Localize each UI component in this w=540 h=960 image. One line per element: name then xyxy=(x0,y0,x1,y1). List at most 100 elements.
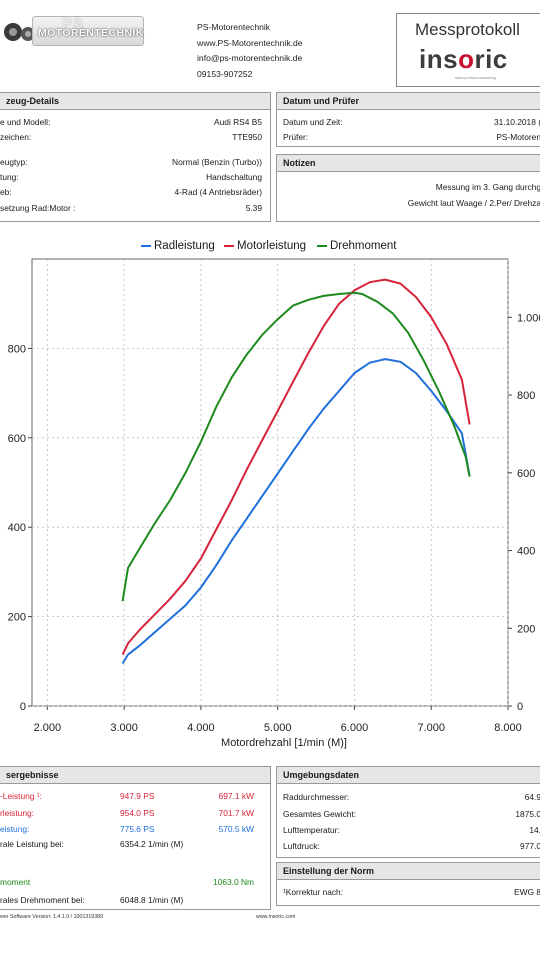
y-left-tick-label: 600 xyxy=(8,433,26,445)
examiner-label: Prüfer: xyxy=(283,132,309,142)
result-label: eistung: xyxy=(0,824,30,834)
series-line-drehmoment xyxy=(121,291,471,602)
result-value-primary: 775.6 PS xyxy=(120,824,155,834)
result-value-secondary: 697.1 kW xyxy=(218,791,254,801)
vehicle-value: 4-Rad (4 Antriebsräder) xyxy=(174,187,262,197)
date-label: Datum und Zeit: xyxy=(283,117,343,127)
env-value: 14. xyxy=(529,825,540,835)
protocol-title: Messprotokoll xyxy=(415,20,520,39)
x-tick-label: 4.000 xyxy=(187,722,215,734)
legend-drehmoment: Drehmoment xyxy=(317,240,396,252)
y-left-tick-label: 400 xyxy=(8,522,26,534)
logo-ps-text: PS xyxy=(62,15,85,32)
notes-line: Gewicht laut Waage / 2.Per/ Drehza xyxy=(407,198,540,208)
legend-swatch xyxy=(141,244,151,247)
x-tick-label: 2.000 xyxy=(34,722,62,734)
env-label: Gesamtes Gewicht: xyxy=(283,809,357,819)
legend-motorleistung: Motorleistung xyxy=(224,240,306,252)
y-right-tick-label: 0 xyxy=(517,701,523,713)
vehicle-label: setzung Rad:Motor : xyxy=(0,203,76,213)
vehicle-value: Handschaltung xyxy=(206,172,262,182)
vehicle-value: Normal (Benzin (Turbo)) xyxy=(172,157,262,167)
result-label: rale Leistung bei: xyxy=(0,839,64,849)
protocol-header: Messprotokoll insoric swiss precision me… xyxy=(396,13,540,87)
x-tick-label: 5.000 xyxy=(264,722,292,734)
company-email: info@ps-motorentechnik.de xyxy=(197,53,303,64)
series-line-radleistung xyxy=(121,358,471,665)
result-value-primary: 947.9 PS xyxy=(120,791,155,801)
brand-pre: ins xyxy=(419,44,459,74)
dyno-chart: 2.000 3.000 4.000 5.000 6.000 7.000 8.000 0 200 4… xyxy=(8,258,540,749)
env-label: Raddurchmesser: xyxy=(283,792,350,802)
result-value-secondary: 570.5 kW xyxy=(218,824,254,834)
y-right-tick-label: 1.000 xyxy=(517,312,540,324)
legend-label: Radleistung xyxy=(154,240,215,252)
result-label: rleistung: xyxy=(0,808,34,818)
y-right-tick-label: 800 xyxy=(517,390,535,402)
y-right-tick-label: 400 xyxy=(517,546,535,558)
legend-label: Drehmoment xyxy=(330,240,397,252)
company-phone: 09153-907252 xyxy=(197,68,253,79)
vehicle-label: zeichen: xyxy=(0,132,32,142)
norm-value: EWG 8 xyxy=(514,887,540,897)
result-value-primary: 954.0 PS xyxy=(120,808,155,818)
vehicle-details-title: zeug-Details xyxy=(0,93,270,110)
legend-radleistung: Radleistung xyxy=(141,240,215,252)
vehicle-value: 5.39 xyxy=(245,203,262,213)
y-right-tick-label: 600 xyxy=(517,468,535,480)
results-panel: sergebnisse -Leistung ¹: 947.9 PS 697.1 kW… xyxy=(0,766,271,910)
result-label: -Leistung ¹: xyxy=(0,791,42,801)
date-title: Datum und Prüfer xyxy=(277,93,540,110)
date-value: 31.10.2018 ( xyxy=(493,117,540,127)
vehicle-value: Audi RS4 B5 xyxy=(214,117,262,127)
turbo-logo-icon xyxy=(4,23,35,41)
series-line-motorleistung xyxy=(121,278,471,656)
vehicle-details-panel: zeug-Details e und Modell: Audi RS4 B5 z… xyxy=(0,92,271,222)
brand-tagline: swiss precision measuring xyxy=(455,76,496,80)
result-value-secondary: 701.7 kW xyxy=(218,808,254,818)
x-tick-label: 3.000 xyxy=(110,722,138,734)
results-title: sergebnisse xyxy=(0,767,270,784)
examiner-value: PS-Motoren xyxy=(496,132,540,142)
result-value-primary: 6048.8 1/min (M) xyxy=(120,895,184,905)
env-value: 1875.0 xyxy=(515,809,540,819)
plot-frame xyxy=(31,258,509,707)
notes-line: Messung im 3. Gang durchg xyxy=(435,182,540,192)
result-label: moment xyxy=(0,877,31,887)
x-axis-title: Motordrehzahl [1/min (M)] xyxy=(221,737,347,749)
y-left-tick-label: 0 xyxy=(20,701,26,713)
vehicle-label: eb: xyxy=(0,187,12,197)
norm-title: Einstellung der Norm xyxy=(277,863,540,880)
legend-label: Motorleistung xyxy=(237,240,307,252)
footer-software-version: wer Software Version: 1.4.1.0 / 10013193… xyxy=(0,914,104,920)
company-name: PS-Motorentechnik xyxy=(197,22,271,32)
env-value: 977.0 xyxy=(520,841,540,851)
brand-post: ric xyxy=(474,44,508,74)
norm-panel: Einstellung der Norm ¹Korrektur nach: EW… xyxy=(276,862,540,906)
y-right-tick-label: 200 xyxy=(517,623,535,635)
footer-website: www.insoric.com xyxy=(256,914,296,920)
y-left-tick-label: 200 xyxy=(8,612,26,624)
company-website: www.PS-Motorentechnik.de xyxy=(197,37,303,48)
env-label: Luftdruck: xyxy=(283,841,320,851)
x-tick-label: 6.000 xyxy=(341,722,369,734)
notes-title: Notizen xyxy=(277,155,540,172)
logo-text: MOTORENTECHNIK xyxy=(38,27,144,39)
env-value: 64.9 xyxy=(524,792,540,802)
environment-title: Umgebungsdaten xyxy=(277,767,540,784)
x-tick-label: 8.000 xyxy=(494,722,522,734)
vehicle-label: tung: xyxy=(0,172,19,182)
legend-swatch xyxy=(224,244,234,247)
notes-panel: Notizen Messung im 3. Gang durchg Gewich… xyxy=(276,154,540,222)
company-contact: PS-Motorentechnik www.PS-Motorentechnik.… xyxy=(197,20,303,82)
company-logo: PS MOTORENTECHNIK xyxy=(0,12,160,52)
result-value-secondary: 1063.0 Nm xyxy=(213,877,254,887)
environment-panel: Umgebungsdaten Raddurchmesser: 64.9 Gesa… xyxy=(276,766,540,858)
env-label: Lufttemperatur: xyxy=(283,825,340,835)
norm-label: ¹Korrektur nach: xyxy=(283,887,344,897)
vehicle-label: eugtyp: xyxy=(0,157,28,167)
vehicle-value: TTE950 xyxy=(232,132,262,142)
brand-o: o xyxy=(458,44,475,74)
result-label: rales Drehmoment bei: xyxy=(0,895,85,905)
legend-swatch xyxy=(317,244,327,247)
